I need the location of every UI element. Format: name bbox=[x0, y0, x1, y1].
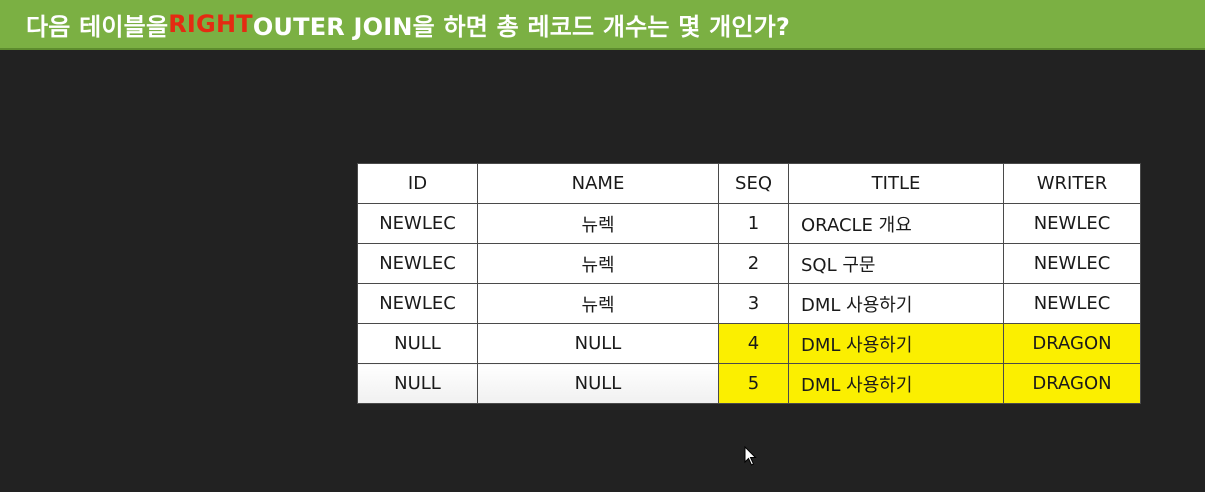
cell-seq: 4 bbox=[718, 323, 789, 364]
cell-seq: 2 bbox=[718, 243, 789, 284]
cell-seq: 1 bbox=[718, 203, 789, 244]
table-row: NEWLEC 뉴렉 bbox=[357, 283, 719, 324]
member-table: ID NAME NEWLEC 뉴렉 NEWLEC 뉴렉 NEWLEC 뉴렉 NU… bbox=[357, 163, 719, 404]
table-row: 2 SQL 구문 NEWLEC bbox=[718, 243, 1141, 284]
table-row: NULL NULL bbox=[357, 363, 719, 404]
member-header-row: ID NAME bbox=[357, 163, 719, 204]
table-row: NULL NULL bbox=[357, 323, 719, 364]
cell-writer: NEWLEC bbox=[1003, 243, 1141, 284]
question-title: 다음 테이블을 RIGHT OUTER JOIN을 하면 총 레코드 개수는 몇… bbox=[0, 0, 1205, 50]
cell-name: 뉴렉 bbox=[477, 203, 719, 244]
cell-writer: DRAGON bbox=[1003, 323, 1141, 364]
header-seq: SEQ bbox=[718, 163, 789, 204]
cell-name: 뉴렉 bbox=[477, 283, 719, 324]
table-row: NEWLEC 뉴렉 bbox=[357, 203, 719, 244]
title-prefix: 다음 테이블을 bbox=[26, 12, 169, 41]
table-row-highlighted: 5 DML 사용하기 DRAGON bbox=[718, 363, 1141, 404]
cell-id: NEWLEC bbox=[357, 203, 478, 244]
cell-title: DML 사용하기 bbox=[788, 283, 1004, 324]
table-row: NEWLEC 뉴렉 bbox=[357, 243, 719, 284]
cell-name: 뉴렉 bbox=[477, 243, 719, 284]
header-title: TITLE bbox=[788, 163, 1004, 204]
cell-name: NULL bbox=[477, 363, 719, 404]
cell-writer: NEWLEC bbox=[1003, 203, 1141, 244]
title-highlight: RIGHT bbox=[168, 10, 253, 38]
cell-id: NULL bbox=[357, 323, 478, 364]
cell-seq: 3 bbox=[718, 283, 789, 324]
cell-id: NULL bbox=[357, 363, 478, 404]
notice-header-row: SEQ TITLE WRITER bbox=[718, 163, 1141, 204]
header-writer: WRITER bbox=[1003, 163, 1141, 204]
cell-name: NULL bbox=[477, 323, 719, 364]
cell-writer: NEWLEC bbox=[1003, 283, 1141, 324]
cell-id: NEWLEC bbox=[357, 243, 478, 284]
table-row-highlighted: 4 DML 사용하기 DRAGON bbox=[718, 323, 1141, 364]
cell-title: SQL 구문 bbox=[788, 243, 1004, 284]
cell-title: ORACLE 개요 bbox=[788, 203, 1004, 244]
table-row: 1 ORACLE 개요 NEWLEC bbox=[718, 203, 1141, 244]
cell-writer: DRAGON bbox=[1003, 363, 1141, 404]
cell-seq: 5 bbox=[718, 363, 789, 404]
header-name: NAME bbox=[477, 163, 719, 204]
header-id: ID bbox=[357, 163, 478, 204]
title-suffix: OUTER JOIN을 하면 총 레코드 개수는 몇 개인가? bbox=[252, 12, 791, 41]
cell-title: DML 사용하기 bbox=[788, 323, 1004, 364]
cell-title: DML 사용하기 bbox=[788, 363, 1004, 404]
cell-id: NEWLEC bbox=[357, 283, 478, 324]
notice-table: SEQ TITLE WRITER 1 ORACLE 개요 NEWLEC 2 SQ… bbox=[718, 163, 1141, 404]
mouse-pointer-icon bbox=[744, 446, 757, 466]
table-row: 3 DML 사용하기 NEWLEC bbox=[718, 283, 1141, 324]
